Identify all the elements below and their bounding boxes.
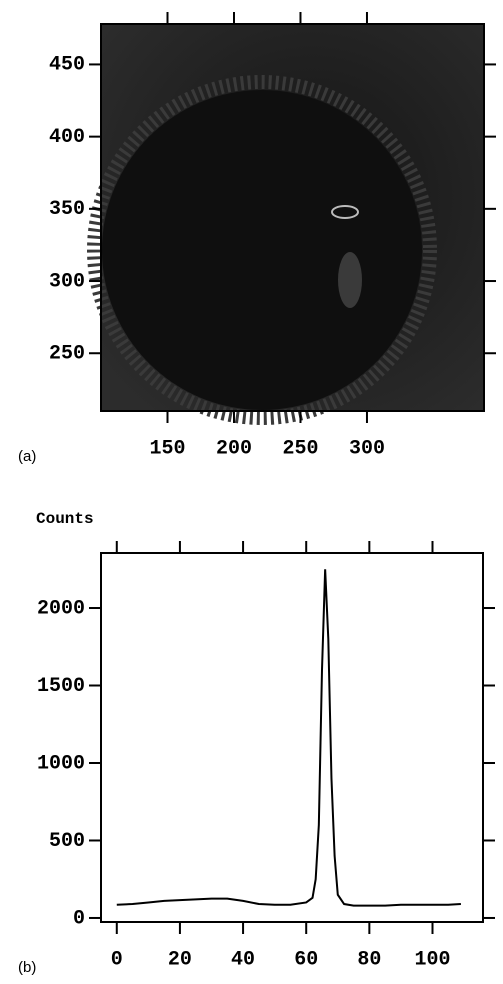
panel-label: (a) — [18, 448, 36, 465]
y-tick-label: 2000 — [37, 597, 85, 620]
x-tick-label: 300 — [349, 437, 385, 460]
y-tick-label: 1000 — [37, 752, 85, 775]
y-tick-label: 400 — [49, 126, 85, 149]
y-tick-label: 500 — [49, 830, 85, 853]
y-tick-label: 1500 — [37, 675, 85, 698]
bright-spot — [331, 205, 359, 219]
y-tick-label: 300 — [49, 270, 85, 293]
x-tick-label: 100 — [414, 948, 450, 971]
x-tick-label: 40 — [231, 948, 255, 971]
image-panel — [87, 24, 484, 425]
panel-label: (b) — [18, 959, 36, 976]
x-tick-label: 80 — [357, 948, 381, 971]
y-axis-label: Counts — [36, 510, 94, 528]
plot-frame — [100, 23, 485, 412]
y-tick-label: 350 — [49, 198, 85, 221]
y-tick-label: 450 — [49, 54, 85, 77]
x-tick-label: 20 — [168, 948, 192, 971]
x-tick-label: 200 — [216, 437, 252, 460]
x-tick-label: 150 — [149, 437, 185, 460]
y-tick-label: 250 — [49, 343, 85, 366]
dark-disk — [102, 90, 422, 410]
ring — [87, 75, 437, 425]
blob — [338, 252, 362, 308]
data-line — [116, 569, 461, 907]
plot-frame — [100, 552, 484, 923]
x-tick-label: 250 — [282, 437, 318, 460]
x-tick-label: 60 — [294, 948, 318, 971]
x-tick-label: 0 — [111, 948, 123, 971]
y-tick-label: 0 — [73, 907, 85, 930]
